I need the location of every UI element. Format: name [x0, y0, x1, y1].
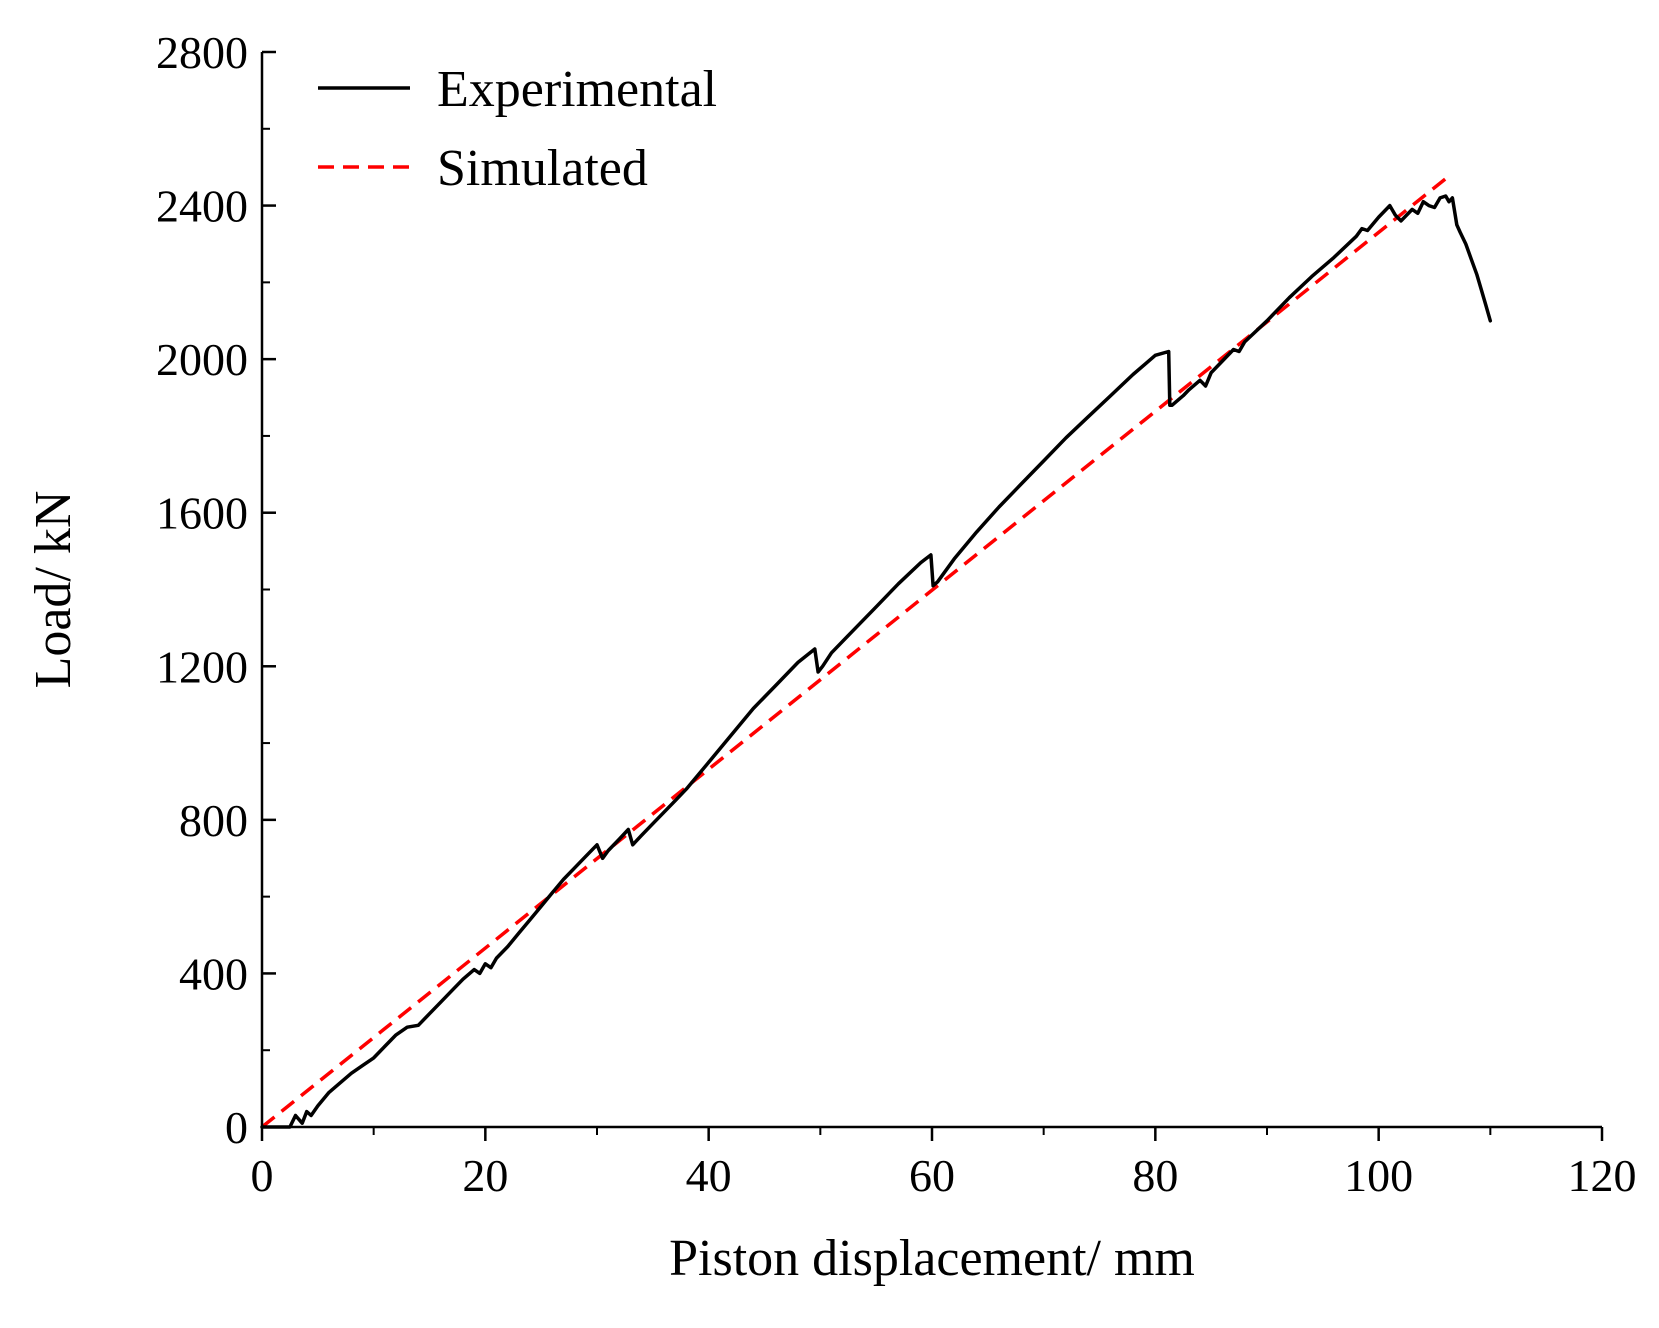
x-tick-label: 100: [1344, 1150, 1413, 1201]
y-tick-label: 2400: [156, 181, 248, 232]
x-tick-label: 40: [686, 1150, 732, 1201]
y-axis-title: Load/ kN: [25, 491, 82, 689]
axes: 0 20 40 60 80 100 120 0 400 800 1200 1600 2000 2400 2…: [156, 27, 1637, 1201]
y-tick-label: 0: [225, 1102, 248, 1153]
y-tick-label: 2800: [156, 27, 248, 78]
plot-lines: [260, 177, 1493, 1129]
x-tick-label: 20: [462, 1150, 508, 1201]
x-tick-label: 120: [1568, 1150, 1637, 1201]
y-ticks: 0 400 800 1200 1600 2000 2400 2800: [156, 27, 276, 1153]
x-tick-label: 80: [1132, 1150, 1178, 1201]
y-tick-label: 400: [179, 948, 248, 999]
x-axis-title: Piston displacement/ mm: [669, 1230, 1195, 1287]
y-tick-label: 1600: [156, 488, 248, 539]
y-tick-label: 1200: [156, 641, 248, 692]
x-tick-label: 60: [909, 1150, 955, 1201]
y-tick-label: 2000: [156, 334, 248, 385]
y-tick-label: 800: [179, 795, 248, 846]
legend-label-experimental: Experimental: [437, 61, 717, 118]
legend-label-simulated: Simulated: [437, 140, 648, 197]
series-line-experimental: [260, 194, 1493, 1129]
x-ticks: 0 20 40 60 80 100 120: [251, 1127, 1637, 1201]
x-tick-label: 0: [251, 1150, 274, 1201]
legend: Experimental Simulated: [318, 61, 717, 197]
